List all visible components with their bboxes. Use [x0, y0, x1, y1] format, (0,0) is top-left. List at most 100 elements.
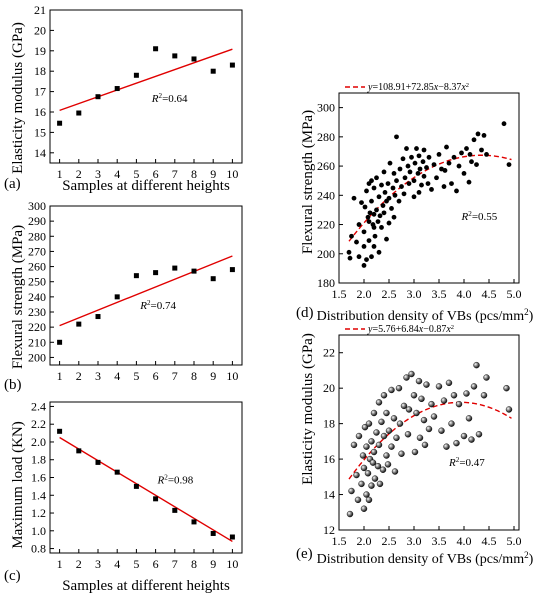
data-point [423, 381, 430, 388]
data-point [95, 94, 101, 100]
data-point [467, 151, 473, 157]
y-tick-label: 21 [34, 3, 46, 17]
data-point [397, 166, 403, 172]
data-point [407, 169, 413, 175]
data-point [426, 154, 432, 160]
data-point [369, 178, 374, 184]
data-point [451, 154, 457, 160]
x-tick-label: 5 [133, 369, 139, 383]
data-point [365, 420, 373, 427]
x-tick-label: 8 [191, 167, 197, 181]
data-point [399, 184, 404, 189]
data-point [438, 427, 445, 434]
data-point [391, 468, 399, 475]
x-tick-label: 3.0 [407, 534, 422, 548]
data-point [371, 475, 379, 482]
r-squared-annotation-b: R2=0.74 [139, 299, 176, 312]
data-point [481, 132, 487, 138]
x-tick-label: 2 [76, 369, 82, 383]
panel-label-e: (e) [296, 546, 313, 562]
panel-label-b: (b) [4, 377, 22, 393]
data-point [450, 392, 458, 399]
data-point [475, 131, 481, 137]
data-point [406, 181, 412, 187]
data-point [420, 416, 428, 424]
fit-line-b [59, 255, 233, 327]
x-tick-label: 4.0 [457, 534, 472, 548]
x-tick-label: 5.0 [507, 534, 522, 548]
data-point [370, 448, 378, 456]
plot-frame-b [49, 205, 243, 366]
data-point [376, 194, 382, 200]
data-point [153, 46, 159, 52]
data-point [356, 254, 362, 260]
legend-equation-e: y=5.76+6.84x−0.87x2 [367, 324, 454, 336]
data-point [380, 203, 386, 208]
data-point [400, 402, 408, 410]
y-tick-label: 240 [28, 290, 46, 304]
data-point [114, 86, 120, 92]
y-tick-label: 1.4 [31, 488, 46, 502]
y-tick-label: 200 [317, 247, 335, 261]
data-point [386, 195, 392, 201]
panel-label-a: (a) [4, 176, 21, 192]
y-tick-label: 300 [317, 101, 335, 115]
data-point [172, 53, 178, 59]
data-point [390, 415, 398, 422]
x-axis-label-d: Distribution density of VBs (pcs/mm2) [317, 307, 534, 324]
y-tick-label: 1.2 [31, 506, 46, 520]
x-tick-label: 9 [210, 369, 216, 383]
data-point [428, 400, 435, 408]
data-point [355, 432, 363, 440]
data-point [417, 166, 423, 172]
chart-panel-b: (b) Flexural strength (MPa) 200210220230… [4, 199, 243, 393]
data-point [448, 420, 455, 427]
data-point [434, 175, 439, 181]
y-tick-label: 240 [317, 188, 335, 202]
data-point [371, 185, 377, 191]
data-point [361, 263, 367, 268]
data-point [361, 244, 367, 249]
y-tick-label: 1.6 [31, 471, 46, 485]
y-tick-label: 2.4 [31, 399, 46, 413]
data-point [362, 204, 368, 210]
data-point [133, 72, 139, 78]
data-point [365, 214, 371, 220]
data-point [229, 534, 235, 540]
data-point [349, 233, 354, 239]
data-point [350, 441, 358, 449]
data-point [369, 254, 374, 260]
x-tick-label: 6 [153, 369, 159, 383]
data-point [419, 182, 424, 188]
y-tick-label: 1.8 [31, 453, 46, 467]
data-point [445, 379, 453, 387]
data-point [153, 496, 159, 502]
data-point [413, 409, 420, 417]
data-point [425, 425, 433, 433]
data-point [389, 206, 394, 211]
y-tick-label: 0.8 [31, 542, 46, 556]
x-tick-label: 10 [226, 557, 238, 571]
data-point [354, 496, 362, 504]
x-tick-label: 4.5 [482, 287, 497, 301]
data-point [383, 409, 390, 417]
x-tick-label: 2.5 [382, 534, 397, 548]
data-point [375, 399, 383, 406]
data-point [348, 487, 355, 495]
y-axis-label-e: Elasticity modulus (GPa) [300, 333, 316, 485]
data-point [411, 448, 419, 456]
x-tick-label: 6 [153, 557, 159, 571]
y-tick-label: 20 [323, 381, 335, 395]
data-point [385, 181, 391, 187]
data-point [401, 191, 407, 197]
x-tick-label: 10 [226, 167, 238, 181]
r-squared-annotation-e: R2=0.47 [448, 456, 485, 469]
x-tick-label: 9 [210, 167, 216, 181]
data-point [388, 386, 395, 394]
data-point [364, 188, 369, 194]
data-point [365, 496, 373, 504]
y-axis-label-d: Flexural strength (MPa) [300, 110, 316, 254]
y-tick-label: 250 [28, 275, 46, 289]
data-point [410, 392, 418, 399]
data-point [398, 450, 405, 457]
